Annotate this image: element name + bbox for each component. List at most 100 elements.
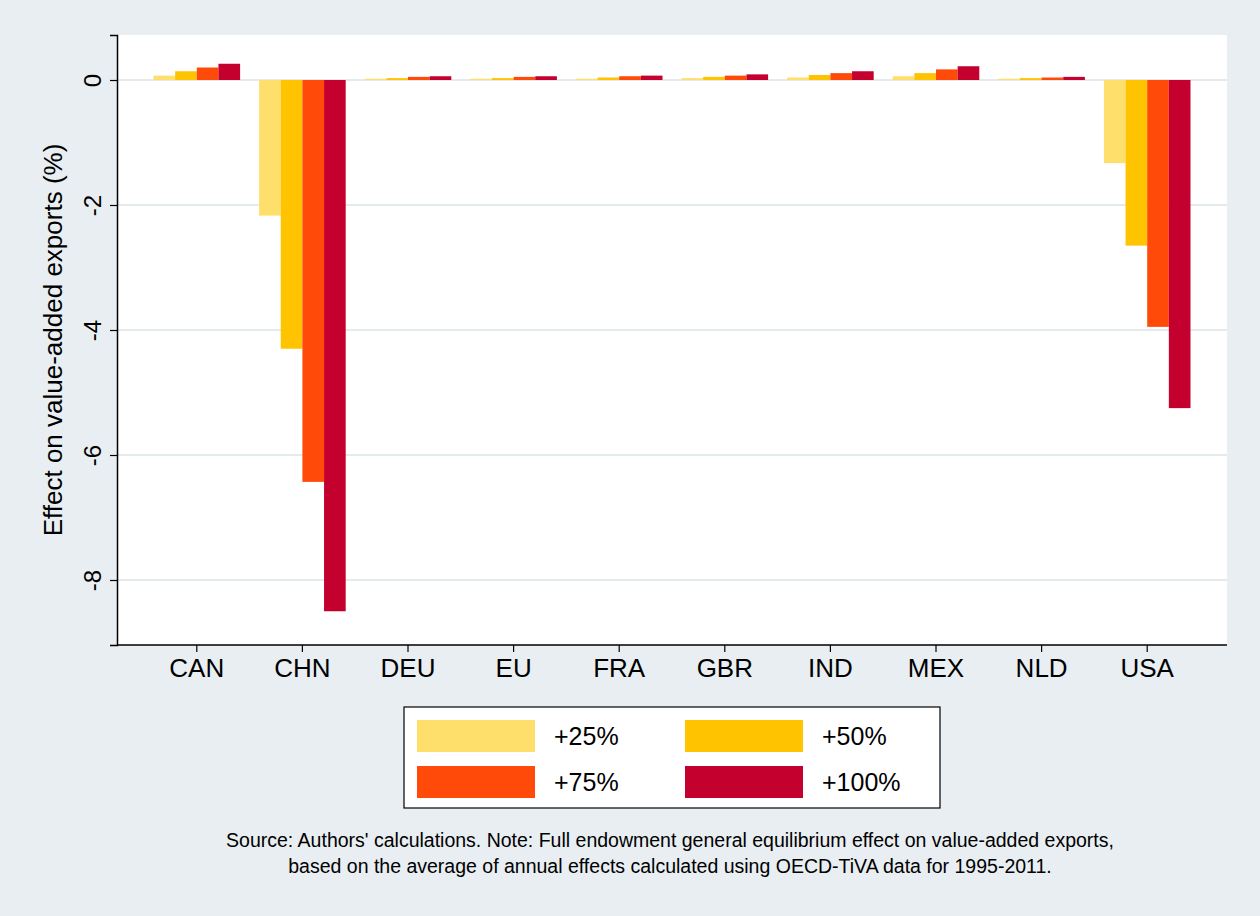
bar: [746, 74, 768, 80]
bar: [703, 77, 725, 80]
tick-label: DEU: [381, 653, 436, 683]
bar: [893, 76, 915, 80]
tick-mark: [619, 645, 620, 652]
tick-mark: [1041, 645, 1042, 652]
tick-mark: [407, 645, 408, 652]
legend-box: [404, 707, 940, 808]
tick-mark: [110, 580, 117, 581]
bar: [809, 75, 831, 80]
tick: CHN: [274, 645, 330, 683]
legend-label: +25%: [554, 722, 619, 750]
bar: [725, 76, 747, 80]
tick-mark: [110, 80, 117, 81]
tick-label: -2: [79, 195, 106, 216]
tick: USA: [1120, 645, 1174, 683]
tick-label: 0: [79, 74, 106, 87]
tick: -2: [79, 195, 117, 216]
legend: +25%+50%+75%+100%: [404, 707, 940, 808]
bar: [175, 71, 197, 80]
grid-line: [117, 454, 1227, 456]
bar: [958, 66, 980, 80]
tick-mark: [110, 455, 117, 456]
bar: [302, 80, 324, 482]
tick-label: -4: [79, 320, 106, 341]
plot-area: [117, 35, 1227, 645]
legend-swatch: [417, 766, 535, 798]
series: [218, 64, 1190, 612]
axis-title: Effect on value-added exports (%): [38, 144, 68, 537]
bar: [1020, 78, 1042, 80]
tick: GBR: [697, 645, 753, 683]
tick-mark: [302, 645, 303, 652]
bar: [197, 68, 219, 81]
legend-label: +50%: [822, 722, 887, 750]
tick-label: -8: [79, 570, 106, 591]
tick-mark: [110, 330, 117, 331]
bar: [324, 80, 346, 611]
background: [0, 0, 1260, 916]
tick-mark: [1147, 645, 1148, 652]
bar: [1104, 80, 1126, 163]
tick-label: NLD: [1016, 653, 1068, 683]
tick: -8: [79, 570, 117, 591]
legend-swatch: [685, 766, 803, 798]
legend-swatch: [685, 720, 803, 752]
bar: [408, 77, 430, 80]
bar: [598, 78, 620, 81]
bar: [430, 76, 452, 80]
chart: -8 -6 -4 -2 0 CAN CHN DEU EU FRA GBR IND MEX NLD USA Ef…: [0, 0, 1260, 916]
note: based on the average of annual effects c…: [288, 855, 1052, 877]
tick-mark: [513, 645, 514, 652]
bar: [154, 76, 176, 80]
tick: -6: [79, 445, 117, 466]
tick-mark: [830, 645, 831, 652]
tick-label: GBR: [697, 653, 753, 683]
x-axis: CAN CHN DEU EU FRA GBR IND MEX NLD USA: [117, 645, 1227, 683]
tick-mark: [935, 645, 936, 652]
tick: MEX: [908, 645, 964, 683]
tick: EU: [496, 645, 532, 683]
tick-label: IND: [808, 653, 853, 683]
bar: [218, 64, 240, 80]
bar: [787, 78, 809, 81]
tick: IND: [808, 645, 853, 683]
tick-label: MEX: [908, 653, 964, 683]
tick-label: FRA: [593, 653, 646, 683]
bar: [998, 79, 1020, 80]
tick: FRA: [593, 645, 646, 683]
bar: [386, 78, 408, 80]
tick: CAN: [169, 645, 224, 683]
y-axis: -8 -6 -4 -2 0: [79, 36, 118, 646]
tick-label: CAN: [169, 653, 224, 683]
bars: [154, 64, 1191, 612]
tick: 0: [79, 74, 117, 87]
bar: [852, 71, 874, 80]
axis-line: [110, 36, 118, 646]
bar: [1063, 77, 1085, 80]
bar: [365, 79, 387, 80]
bar: [1169, 80, 1191, 408]
bar: [830, 73, 852, 80]
note: Source: Authors' calculations. Note: Ful…: [226, 829, 1114, 851]
tick-mark: [196, 645, 197, 652]
tick-mark: [110, 205, 117, 206]
legend-label: +100%: [822, 768, 901, 796]
grid-line: [117, 579, 1227, 581]
bar: [936, 69, 958, 80]
tick-label: CHN: [274, 653, 330, 683]
bar: [619, 76, 641, 80]
bar: [492, 78, 514, 80]
bar: [1126, 80, 1148, 246]
bar: [641, 76, 663, 80]
bar: [259, 80, 281, 216]
bar: [576, 79, 598, 80]
bar: [1042, 78, 1064, 81]
bar: [514, 77, 536, 80]
tick-mark: [724, 645, 725, 652]
legend-swatch: [417, 720, 535, 752]
tick: DEU: [381, 645, 436, 683]
bar: [281, 80, 303, 349]
bar: [914, 73, 936, 80]
bar: [1147, 80, 1169, 327]
tick-label: EU: [496, 653, 532, 683]
